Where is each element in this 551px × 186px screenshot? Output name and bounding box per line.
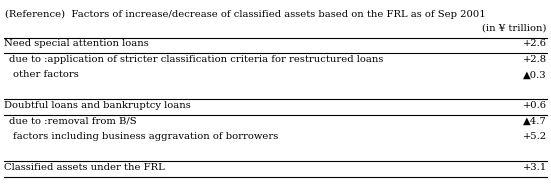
Text: +0.6: +0.6 [523,102,547,110]
Text: +5.2: +5.2 [523,132,547,142]
Text: (Reference)  Factors of increase/decrease of classified assets based on the FRL : (Reference) Factors of increase/decrease… [5,10,486,19]
Text: due to :removal from B/S: due to :removal from B/S [9,117,137,126]
Text: Classified assets under the FRL: Classified assets under the FRL [4,163,165,172]
Text: due to :application of stricter classification criteria for restructured loans: due to :application of stricter classifi… [9,55,383,64]
Text: Need special attention loans: Need special attention loans [4,39,149,49]
Text: +3.1: +3.1 [523,163,547,172]
Text: other factors: other factors [13,70,79,79]
Text: +2.8: +2.8 [523,55,547,64]
Text: factors including business aggravation of borrowers: factors including business aggravation o… [13,132,278,142]
Text: Doubtful loans and bankruptcy loans: Doubtful loans and bankruptcy loans [4,102,191,110]
Text: ▲4.7: ▲4.7 [523,117,547,126]
Text: +2.6: +2.6 [523,39,547,49]
Text: ▲0.3: ▲0.3 [523,70,547,79]
Text: (in ¥ trillion): (in ¥ trillion) [483,24,547,33]
